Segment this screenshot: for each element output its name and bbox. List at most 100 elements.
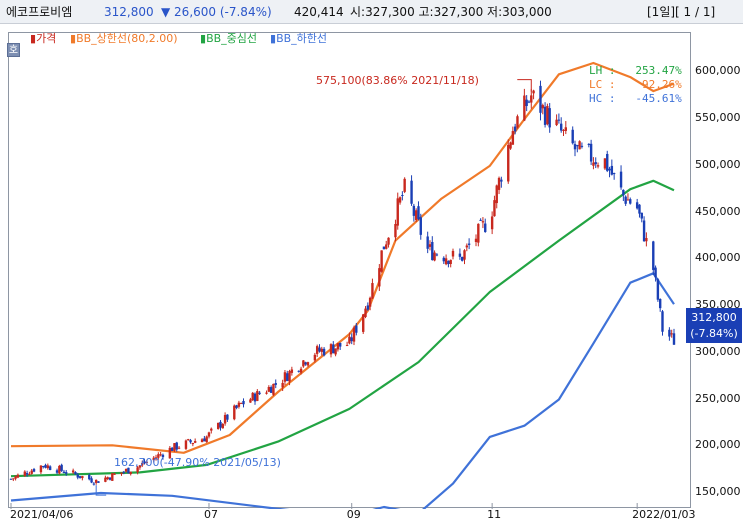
candle-body xyxy=(143,461,146,464)
candle-body xyxy=(562,129,565,131)
candle-body xyxy=(283,372,287,382)
candle-body xyxy=(145,461,149,463)
candle-body xyxy=(500,179,503,182)
candle-body xyxy=(313,354,317,361)
candle-body xyxy=(281,382,284,388)
candle-body xyxy=(253,393,257,402)
candle-body xyxy=(433,252,436,261)
candle-body xyxy=(484,223,487,232)
candle-body xyxy=(350,337,353,342)
candle-body xyxy=(629,199,632,204)
candle-body xyxy=(42,466,45,468)
candle-body xyxy=(541,105,544,109)
x-tick-label: 09 xyxy=(346,508,361,521)
y-tick-label: 350,000 xyxy=(695,298,741,312)
candle-body xyxy=(159,454,162,456)
candle-body xyxy=(559,123,563,131)
candle-body xyxy=(458,253,462,257)
candle-body xyxy=(216,422,220,430)
candle-body xyxy=(546,105,549,125)
candle-body xyxy=(578,141,581,150)
candle-body xyxy=(661,311,664,332)
candle-body xyxy=(71,470,75,473)
legend-middle-label: BB_중심선 xyxy=(206,32,258,45)
candle-body xyxy=(90,478,93,483)
candle-body xyxy=(656,279,660,300)
candle-body xyxy=(428,244,432,247)
candle-body xyxy=(269,387,273,393)
candle-body xyxy=(226,414,229,420)
candle-body xyxy=(28,474,31,476)
y-tick-label: 300,000 xyxy=(695,344,741,358)
candle-body xyxy=(626,199,630,201)
candle-body xyxy=(513,126,517,132)
candle-body xyxy=(127,467,130,474)
stock-name[interactable]: 에코프로비엠 xyxy=(6,5,73,19)
candle-body xyxy=(403,178,406,192)
candle-body xyxy=(638,204,641,214)
page-indicator[interactable]: [1일][ 1 / 1] xyxy=(647,5,716,19)
candle-body xyxy=(256,391,259,401)
plot-area[interactable] xyxy=(8,32,691,509)
y-tick-label: 200,000 xyxy=(695,438,741,452)
candle-body xyxy=(88,474,91,480)
candle-body xyxy=(640,212,643,219)
y-tick-label: 250,000 xyxy=(695,391,741,405)
candle-body xyxy=(555,119,558,126)
candle-body xyxy=(474,238,478,243)
candle-body xyxy=(398,197,402,203)
legend-lower: ▮BB_하한선 xyxy=(270,32,328,45)
candle-body xyxy=(387,237,390,245)
ho-button[interactable]: 호 xyxy=(7,43,20,57)
candle-body xyxy=(525,99,528,107)
last-price-pct: (-7.84%) xyxy=(690,327,738,340)
candle-body xyxy=(58,465,61,474)
candle-body xyxy=(221,424,224,429)
candle-body xyxy=(187,439,190,441)
candle-body xyxy=(16,474,20,478)
candle-body xyxy=(193,441,197,443)
candle-body xyxy=(658,299,662,309)
candle-body xyxy=(203,438,206,442)
candle-body xyxy=(364,308,367,317)
candle-body xyxy=(240,402,243,404)
y-tick-label: 500,000 xyxy=(695,157,741,171)
y-tick-label: 550,000 xyxy=(695,111,741,125)
candle-body xyxy=(444,258,448,265)
candle-body xyxy=(477,223,480,243)
last-price-value: 312,800 xyxy=(691,311,737,324)
candle-body xyxy=(251,392,254,401)
current-price: 312,800 xyxy=(104,5,154,19)
candle-body xyxy=(490,216,494,230)
candle-body xyxy=(173,443,176,451)
stat-hc: HC : -45.61% xyxy=(589,92,682,105)
candle-body xyxy=(108,477,112,480)
candle-body xyxy=(479,219,482,221)
candle-body xyxy=(530,95,533,103)
candle-body xyxy=(154,457,158,460)
candle-body xyxy=(401,195,404,197)
y-tick-label: 450,000 xyxy=(695,204,741,218)
candle-body xyxy=(120,472,123,475)
candle-body xyxy=(92,483,96,485)
y-tick-label: 150,000 xyxy=(695,484,741,498)
price-change: ▼ 26,600 (-7.84%) xyxy=(161,5,272,19)
candle-body xyxy=(371,283,374,299)
last-price-box: 312,800 (-7.84%) xyxy=(686,308,742,343)
candle-body xyxy=(594,162,597,165)
candle-body xyxy=(191,443,195,445)
candle-body xyxy=(177,447,181,449)
candle-body xyxy=(603,158,607,169)
stock-header: 에코프로비엠 312,800 ▼ 26,600 (-7.84%) 420,414… xyxy=(0,0,743,24)
candle-body xyxy=(23,471,27,476)
candle-body xyxy=(39,465,43,473)
candle-body xyxy=(48,466,52,471)
candle-body xyxy=(612,173,616,175)
candle-body xyxy=(338,342,342,347)
candle-body xyxy=(426,236,429,249)
candle-body xyxy=(223,414,227,424)
candle-body xyxy=(306,362,310,366)
candle-body xyxy=(539,85,542,113)
candle-body xyxy=(44,464,47,468)
